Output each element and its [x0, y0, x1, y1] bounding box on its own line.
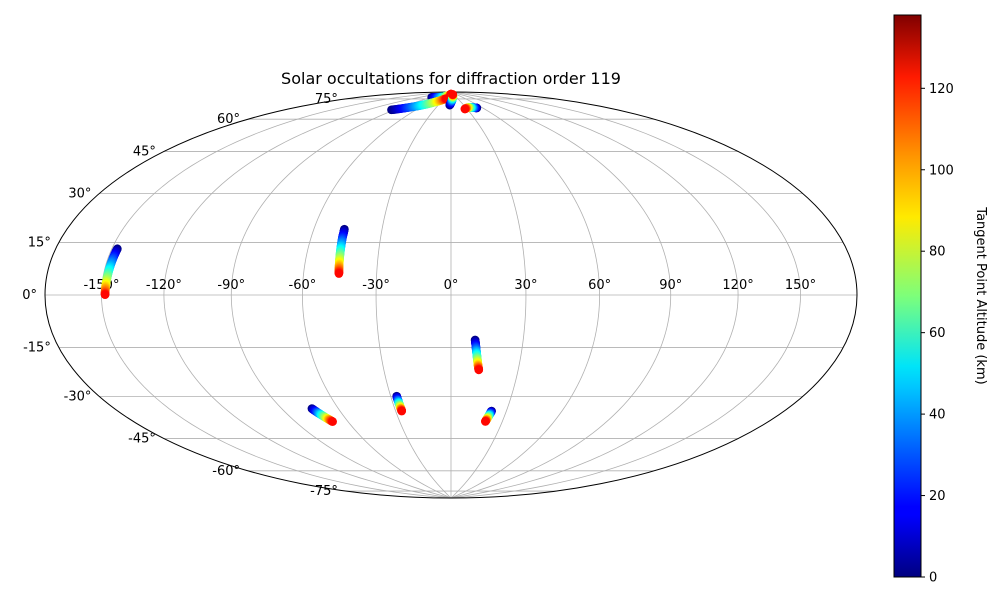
longitude-tick-label: -120° — [146, 278, 182, 293]
colorbar-tick-label: 0 — [929, 571, 937, 586]
longitude-tick-label: 90° — [659, 278, 682, 293]
colorbar-tick-label: 100 — [929, 163, 954, 178]
longitude-tick-label: 60° — [588, 278, 611, 293]
longitude-tick-label: -60° — [289, 278, 317, 293]
latitude-tick-labels: -75° -60° -45° -30° -15° 0° 15° 30° 45° 60° 75° — [22, 92, 338, 499]
map-grid — [45, 92, 857, 498]
latitude-tick-label: 0° — [22, 288, 37, 303]
longitude-tick-label: 150° — [785, 278, 816, 293]
scatter-points — [100, 89, 496, 426]
colorbar-label: Tangent Point Altitude (km) — [973, 206, 988, 384]
longitude-tick-labels: -150°-120°-90°-60°-30°0°30°60°90°120°150… — [83, 278, 816, 293]
latitude-tick-label: 45° — [133, 144, 156, 159]
data-point — [481, 417, 490, 426]
latitude-tick-label: 30° — [68, 187, 91, 202]
longitude-tick-label: -90° — [217, 278, 245, 293]
latitude-tick-label: -30° — [64, 390, 92, 405]
data-point — [334, 269, 344, 278]
latitude-tick-label: 15° — [28, 235, 51, 250]
colorbar-gradient — [893, 14, 922, 578]
latitude-tick-label: -15° — [23, 341, 51, 356]
latitude-tick-label: -60° — [212, 464, 240, 479]
longitude-tick-label: -30° — [362, 278, 390, 293]
data-point — [100, 290, 110, 299]
latitude-tick-label: -75° — [310, 484, 338, 499]
colorbar: 0 20 40 60 80 100 120 Tangent Point Altitude (… — [893, 14, 988, 586]
colorbar-ticks: 0 20 40 60 80 100 120 — [921, 82, 954, 586]
data-point — [448, 90, 458, 99]
longitude-tick-label: 0° — [444, 278, 459, 293]
latitude-tick-label: -45° — [128, 432, 156, 447]
colorbar-tick-label: 40 — [929, 408, 946, 423]
chart-title: Solar occultations for diffraction order… — [281, 69, 621, 88]
data-point — [397, 406, 407, 416]
colorbar-tick-label: 120 — [929, 82, 954, 97]
colorbar-tick-label: 60 — [929, 326, 946, 341]
longitude-tick-label: 120° — [722, 278, 753, 293]
data-point — [328, 417, 337, 426]
colorbar-tick-label: 20 — [929, 489, 946, 504]
longitude-tick-label: 30° — [514, 278, 537, 293]
data-point — [460, 104, 470, 114]
colorbar-tick-label: 80 — [929, 245, 946, 260]
latitude-tick-label: 75° — [315, 92, 338, 107]
data-point — [474, 365, 484, 375]
latitude-tick-label: 60° — [217, 112, 240, 127]
